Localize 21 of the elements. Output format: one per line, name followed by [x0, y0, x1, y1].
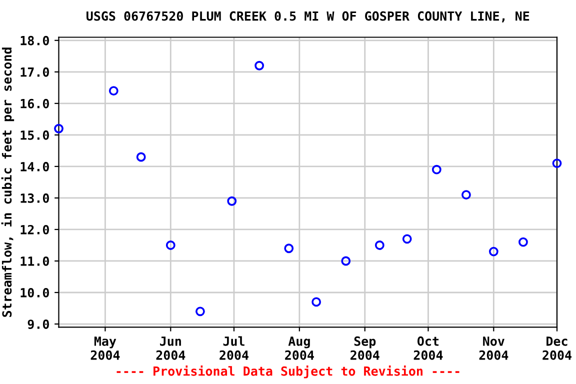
y-tick-label: 9.0 [28, 319, 49, 330]
y-tick-label: 15.0 [20, 130, 49, 140]
x-tick-label: Oct 2004 [414, 336, 443, 360]
y-tick-label: 12.0 [20, 224, 49, 234]
y-tick-label: 10.0 [20, 288, 49, 298]
text: ---- Provisional Data Subject to Revision ---- [116, 365, 460, 378]
y-tick-label: 18.0 [20, 36, 49, 46]
x-tick-label: Aug 2004 [285, 336, 314, 360]
x-tick-label: May 2004 [90, 336, 120, 360]
x-tick-label: Jul 2004 [220, 336, 248, 360]
x-tick-label: Nov 2004 [479, 336, 508, 360]
y-tick-label: 13.0 [20, 193, 49, 203]
x-tick-label: Dec 2004 [542, 336, 572, 360]
y-tick-label: 11.0 [20, 256, 49, 266]
y-tick-label: 16.0 [20, 98, 49, 108]
x-tick-label: Sep 2004 [350, 336, 380, 360]
chart-title: USGS 06767520 PLUM CREEK 0.5 MI W OF GOSPER COUNTY LINE, NE [86, 11, 530, 22]
y-axis-title: Streamflow, in cubic feet per second [1, 48, 14, 317]
y-tick-label: 14.0 [20, 162, 49, 172]
y-tick-label: 17.0 [20, 67, 49, 77]
x-tick-label: Jun 2004 [156, 336, 186, 360]
